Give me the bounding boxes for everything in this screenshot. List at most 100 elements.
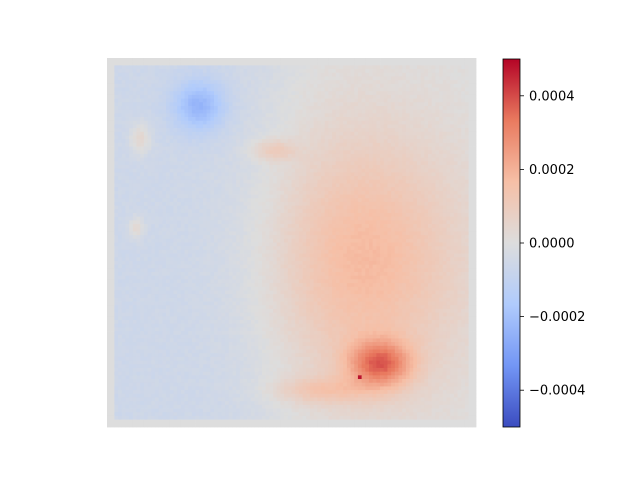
heatmap-cell — [435, 157, 440, 162]
heatmap-cell — [468, 83, 473, 88]
heatmap-cell — [321, 109, 326, 114]
heatmap-cell — [306, 113, 311, 118]
heatmap-cell — [110, 150, 115, 155]
heatmap-cell — [173, 153, 178, 159]
heatmap-cell — [107, 165, 112, 170]
heatmap-cell — [416, 176, 422, 181]
heatmap-cell — [298, 150, 303, 155]
heatmap-cell — [214, 109, 219, 114]
heatmap-cell — [350, 102, 355, 107]
heatmap-cell — [435, 65, 440, 70]
heatmap-cell — [309, 209, 315, 214]
heatmap-cell — [180, 117, 185, 122]
heatmap-cell — [332, 135, 337, 140]
heatmap-cell — [214, 128, 219, 133]
heatmap-cell — [387, 201, 392, 206]
heatmap-cell — [431, 183, 436, 188]
heatmap-cell — [273, 168, 278, 173]
heatmap-cell — [472, 224, 477, 229]
heatmap-cell — [357, 216, 363, 221]
heatmap-cell — [464, 61, 470, 66]
heatmap-cell — [254, 117, 259, 122]
heatmap-cell — [188, 113, 193, 118]
heatmap-cell — [239, 157, 244, 162]
heatmap-cell — [464, 87, 470, 92]
heatmap-cell — [114, 128, 119, 133]
heatmap-cell — [309, 98, 315, 103]
heatmap-cell — [232, 131, 237, 136]
heatmap-cell — [136, 83, 141, 88]
heatmap-cell — [284, 238, 289, 243]
heatmap-cell — [136, 176, 141, 181]
heatmap-cell — [269, 153, 274, 159]
heatmap-cell — [332, 109, 337, 114]
heatmap-cell — [339, 183, 344, 188]
heatmap-cell — [177, 205, 182, 210]
heatmap-cell — [402, 61, 407, 66]
heatmap-cell — [114, 98, 119, 103]
heatmap-cell — [391, 176, 396, 181]
heatmap-cell — [151, 109, 156, 114]
heatmap-cell — [284, 146, 289, 151]
heatmap-cell — [295, 124, 300, 129]
heatmap-cell — [158, 139, 163, 144]
heatmap-cell — [140, 142, 145, 147]
heatmap-cell — [180, 168, 185, 173]
heatmap-cell — [380, 142, 385, 147]
heatmap-cell — [339, 91, 344, 96]
heatmap-cell — [354, 212, 359, 218]
heatmap-cell — [339, 124, 344, 129]
heatmap-cell — [335, 220, 340, 225]
heatmap-cell — [380, 209, 385, 214]
heatmap-cell — [107, 198, 112, 203]
heatmap-cell — [280, 198, 285, 203]
heatmap-cell — [202, 87, 208, 92]
heatmap-cell — [306, 161, 311, 166]
heatmap-cell — [468, 131, 473, 136]
heatmap-cell — [184, 153, 189, 159]
heatmap-cell — [321, 65, 326, 70]
heatmap-cell — [413, 87, 418, 92]
heatmap-cell — [464, 139, 470, 144]
heatmap-cell — [361, 212, 366, 218]
heatmap-cell — [391, 87, 396, 92]
heatmap-cell — [284, 198, 289, 203]
heatmap-cell — [169, 194, 174, 199]
heatmap-cell — [162, 190, 167, 195]
heatmap-cell — [324, 209, 329, 214]
heatmap-cell — [453, 102, 458, 107]
heatmap-cell — [147, 76, 152, 81]
heatmap-cell — [428, 176, 433, 181]
heatmap-cell — [214, 194, 219, 199]
heatmap-cell — [428, 227, 433, 232]
heatmap-cell — [180, 61, 185, 66]
heatmap-cell — [107, 128, 112, 133]
heatmap-cell — [243, 65, 248, 70]
heatmap-cell — [125, 80, 130, 85]
heatmap-cell — [339, 231, 344, 236]
heatmap-cell — [317, 176, 322, 181]
heatmap-cell — [350, 131, 355, 136]
heatmap-cell — [328, 91, 333, 96]
heatmap-cell — [151, 205, 156, 210]
heatmap-cell — [435, 120, 440, 125]
heatmap-cell — [221, 58, 226, 63]
heatmap-cell — [206, 209, 211, 214]
heatmap-cell — [439, 105, 444, 111]
heatmap-cell — [132, 94, 137, 99]
heatmap-cell — [295, 224, 300, 229]
heatmap-cell — [361, 109, 366, 114]
heatmap-cell — [409, 216, 414, 221]
heatmap-cell — [416, 212, 422, 218]
heatmap-cell — [380, 94, 385, 99]
heatmap-cell — [368, 168, 374, 173]
heatmap-cell — [291, 109, 296, 114]
heatmap-cell — [295, 142, 300, 147]
heatmap-cell — [361, 161, 366, 166]
heatmap-cell — [365, 176, 370, 181]
heatmap-cell — [280, 150, 285, 155]
heatmap-cell — [191, 172, 196, 177]
heatmap-cell — [261, 161, 267, 166]
heatmap-cell — [306, 65, 311, 70]
heatmap-cell — [239, 146, 244, 151]
